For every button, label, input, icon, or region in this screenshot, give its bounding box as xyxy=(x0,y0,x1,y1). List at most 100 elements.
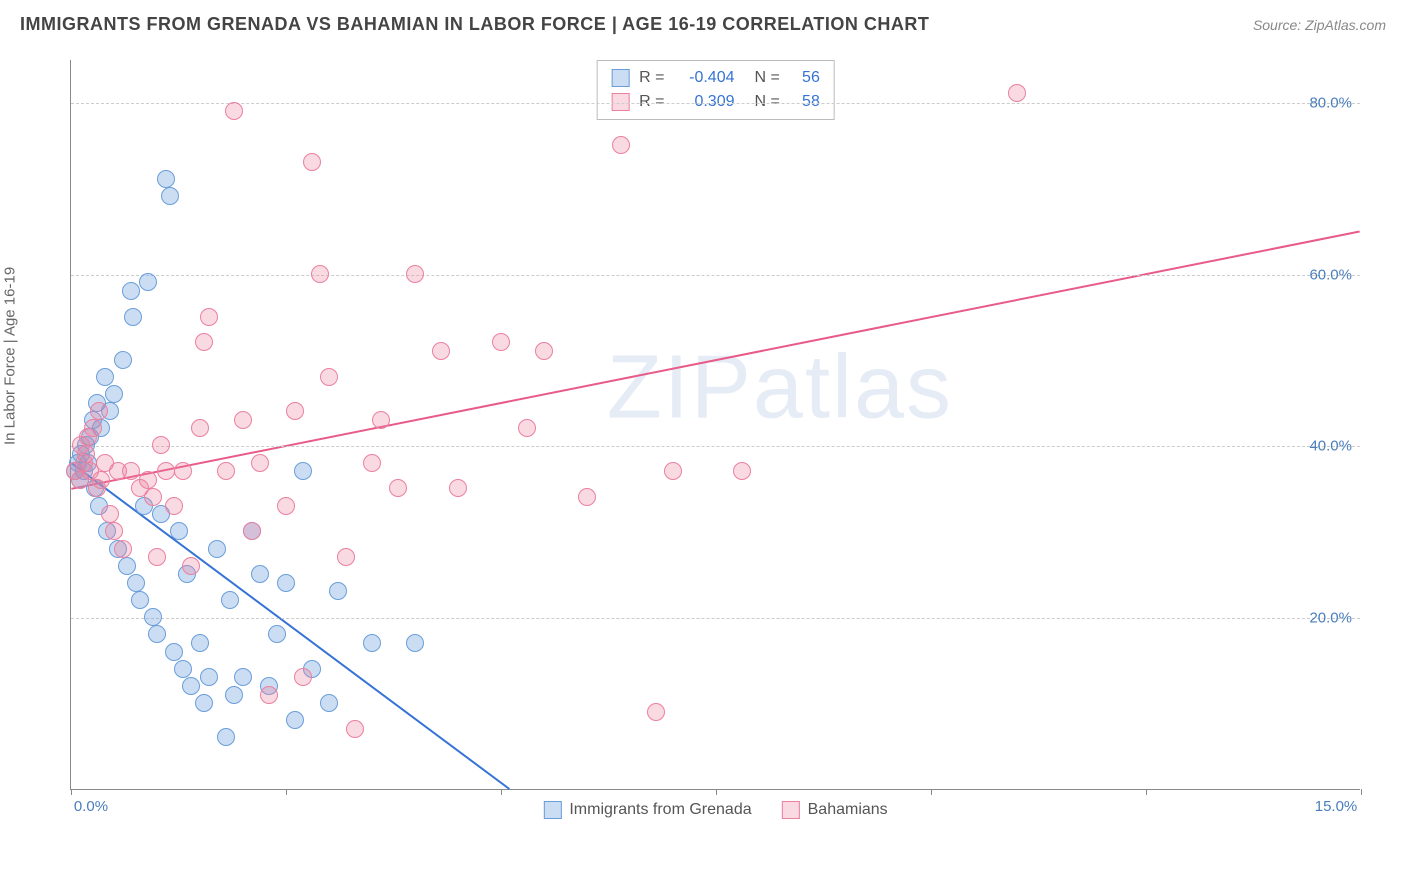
y-tick-label: 40.0% xyxy=(1309,438,1352,455)
data-point xyxy=(647,703,665,721)
data-point xyxy=(124,308,142,326)
data-point xyxy=(114,540,132,558)
data-point xyxy=(157,462,175,480)
gridline-h xyxy=(71,103,1360,104)
legend-label-0: Immigrants from Grenada xyxy=(569,801,751,819)
data-point xyxy=(243,522,261,540)
data-point xyxy=(277,574,295,592)
data-point xyxy=(217,462,235,480)
n-label: N = xyxy=(755,66,780,90)
y-tick-label: 80.0% xyxy=(1309,94,1352,111)
data-point xyxy=(294,668,312,686)
data-point xyxy=(535,342,553,360)
data-point xyxy=(92,471,110,489)
data-point xyxy=(733,462,751,480)
data-point xyxy=(131,591,149,609)
data-point xyxy=(139,273,157,291)
data-point xyxy=(148,625,166,643)
x-tick xyxy=(931,789,932,795)
gridline-h xyxy=(71,446,1360,447)
trend-line xyxy=(71,232,1359,489)
data-point xyxy=(225,102,243,120)
data-point xyxy=(363,454,381,472)
data-point xyxy=(251,454,269,472)
data-point xyxy=(337,548,355,566)
swatch-pink xyxy=(782,801,800,819)
data-point xyxy=(191,634,209,652)
gridline-h xyxy=(71,275,1360,276)
data-point xyxy=(170,522,188,540)
stats-legend-box: R = -0.404 N = 56 R = 0.309 N = 58 xyxy=(596,60,835,120)
data-point xyxy=(90,402,108,420)
x-tick xyxy=(71,789,72,795)
data-point xyxy=(277,497,295,515)
y-axis-label: In Labor Force | Age 16-19 xyxy=(2,267,19,445)
x-tick xyxy=(1146,789,1147,795)
data-point xyxy=(174,462,192,480)
data-point xyxy=(84,419,102,437)
data-point xyxy=(200,668,218,686)
x-tick xyxy=(1361,789,1362,795)
data-point xyxy=(182,677,200,695)
data-point xyxy=(664,462,682,480)
data-point xyxy=(432,342,450,360)
legend-label-1: Bahamians xyxy=(808,801,888,819)
data-point xyxy=(225,686,243,704)
data-point xyxy=(363,634,381,652)
data-point xyxy=(105,522,123,540)
data-point xyxy=(165,643,183,661)
data-point xyxy=(578,488,596,506)
data-point xyxy=(234,668,252,686)
data-point xyxy=(406,265,424,283)
data-point xyxy=(114,351,132,369)
data-point xyxy=(152,436,170,454)
data-point xyxy=(165,497,183,515)
data-point xyxy=(96,368,114,386)
data-point xyxy=(329,582,347,600)
data-point xyxy=(303,153,321,171)
swatch-blue xyxy=(543,801,561,819)
data-point xyxy=(311,265,329,283)
data-point xyxy=(191,419,209,437)
data-point xyxy=(1008,84,1026,102)
stats-row-series-0: R = -0.404 N = 56 xyxy=(611,66,820,90)
data-point xyxy=(148,548,166,566)
x-tick-label: 15.0% xyxy=(1315,798,1358,815)
data-point xyxy=(286,711,304,729)
data-point xyxy=(182,557,200,575)
data-point xyxy=(518,419,536,437)
data-point xyxy=(77,445,95,463)
r-value-0: -0.404 xyxy=(675,66,735,90)
bottom-legend: Immigrants from Grenada Bahamians xyxy=(543,801,887,819)
data-point xyxy=(406,634,424,652)
data-point xyxy=(294,462,312,480)
source-attribution: Source: ZipAtlas.com xyxy=(1253,17,1386,33)
gridline-h xyxy=(71,618,1360,619)
data-point xyxy=(372,411,390,429)
data-point xyxy=(260,686,278,704)
swatch-blue xyxy=(611,69,629,87)
data-point xyxy=(144,488,162,506)
chart-container: In Labor Force | Age 16-19 ZIPatlas R = … xyxy=(20,50,1386,840)
chart-title: IMMIGRANTS FROM GRENADA VS BAHAMIAN IN L… xyxy=(20,14,929,35)
data-point xyxy=(320,368,338,386)
data-point xyxy=(268,625,286,643)
plot-area: ZIPatlas R = -0.404 N = 56 R = 0.309 N =… xyxy=(70,60,1360,790)
data-point xyxy=(612,136,630,154)
source-name: ZipAtlas.com xyxy=(1305,17,1386,33)
x-tick xyxy=(501,789,502,795)
data-point xyxy=(234,411,252,429)
data-point xyxy=(118,557,136,575)
legend-item-1: Bahamians xyxy=(782,801,888,819)
data-point xyxy=(346,720,364,738)
data-point xyxy=(286,402,304,420)
data-point xyxy=(389,479,407,497)
y-tick-label: 20.0% xyxy=(1309,610,1352,627)
data-point xyxy=(208,540,226,558)
data-point xyxy=(195,333,213,351)
data-point xyxy=(122,282,140,300)
data-point xyxy=(161,187,179,205)
data-point xyxy=(320,694,338,712)
data-point xyxy=(251,565,269,583)
data-point xyxy=(157,170,175,188)
